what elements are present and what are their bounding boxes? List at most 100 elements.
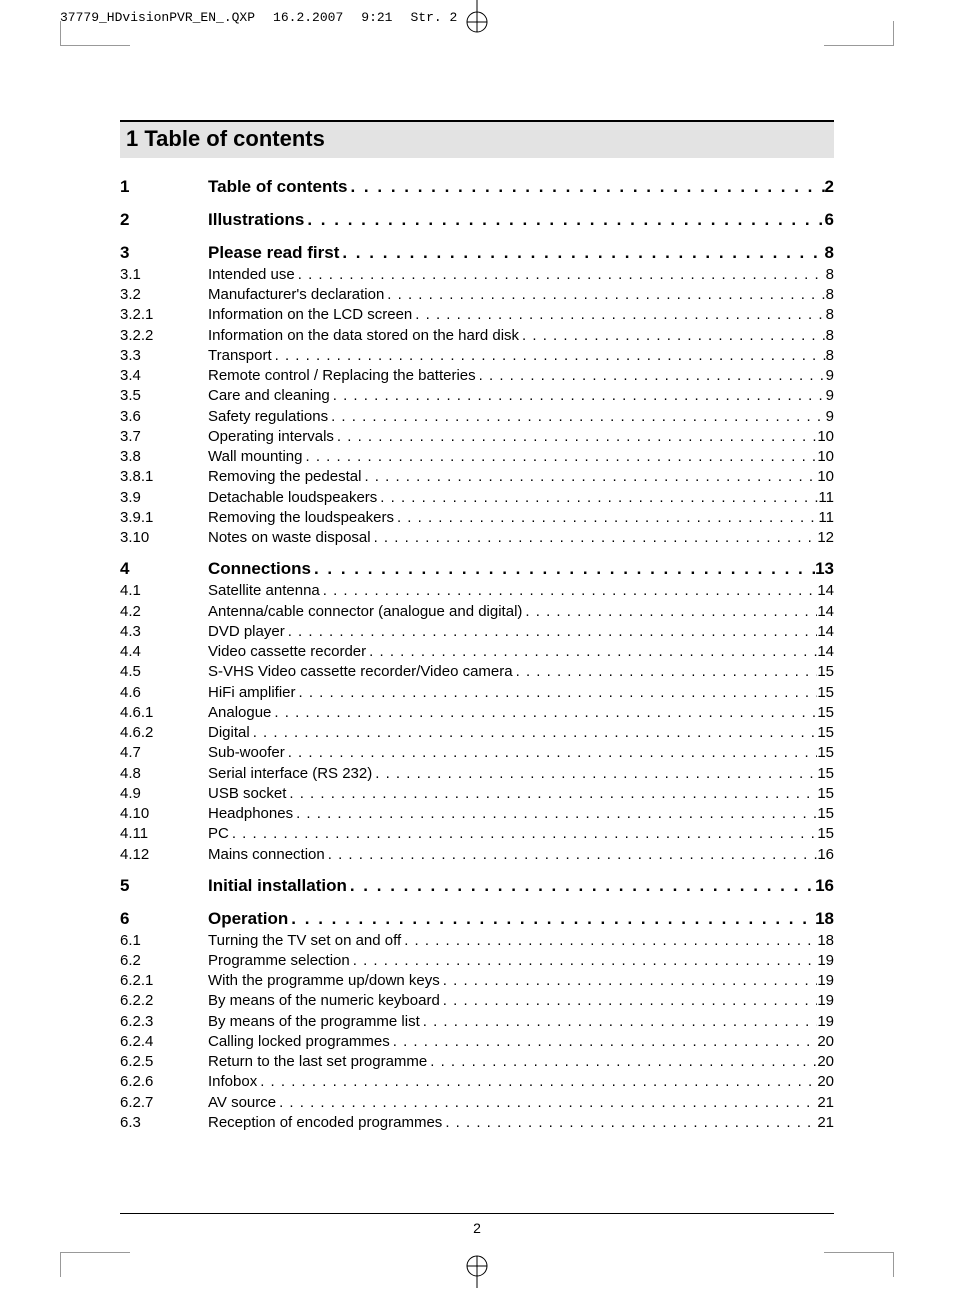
toc-label: Return to the last set programme: [208, 1052, 427, 1072]
toc-page: 20: [817, 1052, 834, 1072]
toc-leader: . . . . . . . . . . . . . . . . . . . . …: [257, 1072, 817, 1092]
toc-number: 4.11: [120, 824, 208, 844]
toc-entry: 3.2Manufacturer's declaration . . . . . …: [120, 285, 834, 305]
toc-number: 3.7: [120, 427, 208, 447]
toc-leader: . . . . . . . . . . . . . . . . . . . . …: [229, 824, 817, 844]
toc-page: 21: [817, 1093, 834, 1113]
toc-number: 1: [120, 176, 208, 199]
toc-number: 4.2: [120, 602, 208, 622]
toc-entry: 3.5Care and cleaning . . . . . . . . . .…: [120, 386, 834, 406]
toc-page: 6: [825, 209, 834, 232]
toc-leader: . . . . . . . . . . . . . . . . . . . . …: [519, 326, 826, 346]
toc-page: 2: [825, 176, 834, 199]
crop-corner-tl-icon: [60, 45, 130, 116]
toc-entry: 4.12Mains connection . . . . . . . . . .…: [120, 845, 834, 865]
toc-entry: 6.2.3By means of the programme list . . …: [120, 1012, 834, 1032]
toc-leader: . . . . . . . . . . . . . . . . . . . . …: [272, 346, 826, 366]
toc-entry: 3.9.1Removing the loudspeakers . . . . .…: [120, 508, 834, 528]
meta-filename: 37779_HDvisionPVR_EN_.QXP: [60, 10, 255, 25]
toc-leader: . . . . . . . . . . . . . . . . . . . . …: [442, 1113, 817, 1133]
toc-page: 19: [817, 991, 834, 1011]
toc-page: 8: [826, 265, 834, 285]
toc-leader: . . . . . . . . . . . . . . . . . . . . …: [347, 875, 815, 898]
toc-label: Headphones: [208, 804, 293, 824]
toc-leader: . . . . . . . . . . . . . . . . . . . . …: [285, 743, 818, 763]
toc-entry: 6.2.7AV source . . . . . . . . . . . . .…: [120, 1093, 834, 1113]
toc-page: 18: [817, 931, 834, 951]
toc-leader: . . . . . . . . . . . . . . . . . . . . …: [325, 845, 818, 865]
toc-entry: 6.1Turning the TV set on and off . . . .…: [120, 931, 834, 951]
toc-number: 3.1: [120, 265, 208, 285]
toc-number: 6.1: [120, 931, 208, 951]
toc-number: 3.2.1: [120, 305, 208, 325]
toc-label: HiFi amplifier: [208, 683, 296, 703]
toc-leader: . . . . . . . . . . . . . . . . . . . . …: [347, 176, 824, 199]
toc-section-head: 1Table of contents . . . . . . . . . . .…: [120, 176, 834, 199]
toc-number: 5: [120, 875, 208, 898]
toc-entry: 4.6.2Digital . . . . . . . . . . . . . .…: [120, 723, 834, 743]
toc-gap: [120, 232, 834, 242]
toc-label: AV source: [208, 1093, 276, 1113]
toc-page: 8: [826, 305, 834, 325]
toc-leader: . . . . . . . . . . . . . . . . . . . . …: [372, 764, 817, 784]
toc-leader: . . . . . . . . . . . . . . . . . . . . …: [302, 447, 817, 467]
toc-section-head: 6Operation . . . . . . . . . . . . . . .…: [120, 908, 834, 931]
toc-page: 14: [817, 602, 834, 622]
toc-leader: . . . . . . . . . . . . . . . . . . . . …: [285, 622, 818, 642]
toc-entry: 4.9USB socket . . . . . . . . . . . . . …: [120, 784, 834, 804]
toc-page: 15: [817, 662, 834, 682]
toc-entry: 6.2Programme selection . . . . . . . . .…: [120, 951, 834, 971]
toc-leader: . . . . . . . . . . . . . . . . . . . . …: [377, 488, 818, 508]
toc-number: 4.9: [120, 784, 208, 804]
toc-page: 15: [817, 683, 834, 703]
toc-number: 4.8: [120, 764, 208, 784]
toc-number: 6.2.3: [120, 1012, 208, 1032]
toc-leader: . . . . . . . . . . . . . . . . . . . . …: [440, 971, 818, 991]
toc-entry: 3.1Intended use . . . . . . . . . . . . …: [120, 265, 834, 285]
toc-leader: . . . . . . . . . . . . . . . . . . . . …: [412, 305, 825, 325]
toc-leader: . . . . . . . . . . . . . . . . . . . . …: [350, 951, 818, 971]
toc-number: 3.2: [120, 285, 208, 305]
file-metadata: 37779_HDvisionPVR_EN_.QXP 16.2.2007 9:21…: [60, 10, 457, 25]
toc-gap: [120, 898, 834, 908]
toc-label: Intended use: [208, 265, 295, 285]
toc-leader: . . . . . . . . . . . . . . . . . . . . …: [394, 508, 818, 528]
toc-label: Analogue: [208, 703, 271, 723]
toc-leader: . . . . . . . . . . . . . . . . . . . . …: [293, 804, 817, 824]
toc-page: 15: [817, 723, 834, 743]
toc-page: 9: [826, 407, 834, 427]
toc-label: Digital: [208, 723, 250, 743]
toc-label: Serial interface (RS 232): [208, 764, 372, 784]
toc-label: PC: [208, 824, 229, 844]
toc-leader: . . . . . . . . . . . . . . . . . . . . …: [366, 642, 817, 662]
toc-page: 11: [818, 508, 834, 528]
toc-page: 21: [817, 1113, 834, 1133]
toc-entry: 4.6.1Analogue . . . . . . . . . . . . . …: [120, 703, 834, 723]
toc-page: 19: [817, 1012, 834, 1032]
toc-entry: 3.3Transport . . . . . . . . . . . . . .…: [120, 346, 834, 366]
toc-entry: 3.8.1Removing the pedestal . . . . . . .…: [120, 467, 834, 487]
toc-page: 10: [817, 447, 834, 467]
toc-section-head: 5Initial installation . . . . . . . . . …: [120, 875, 834, 898]
toc-label: Operating intervals: [208, 427, 334, 447]
toc-page: 8: [825, 242, 834, 265]
toc-label: Removing the pedestal: [208, 467, 361, 487]
toc-label: Information on the LCD screen: [208, 305, 412, 325]
toc-label: Video cassette recorder: [208, 642, 366, 662]
toc-label: Detachable loudspeakers: [208, 488, 377, 508]
toc-entry: 6.2.2By means of the numeric keyboard . …: [120, 991, 834, 1011]
toc-entry: 3.9Detachable loudspeakers . . . . . . .…: [120, 488, 834, 508]
toc-number: 2: [120, 209, 208, 232]
toc-number: 4.6.2: [120, 723, 208, 743]
toc-page: 15: [817, 784, 834, 804]
toc-leader: . . . . . . . . . . . . . . . . . . . . …: [384, 285, 825, 305]
toc-leader: . . . . . . . . . . . . . . . . . . . . …: [522, 602, 817, 622]
toc-leader: . . . . . . . . . . . . . . . . . . . . …: [304, 209, 824, 232]
toc-number: 4.6.1: [120, 703, 208, 723]
toc-label: Transport: [208, 346, 272, 366]
toc-label: Care and cleaning: [208, 386, 330, 406]
toc-label: Wall mounting: [208, 447, 302, 467]
toc-number: 3.9: [120, 488, 208, 508]
toc-number: 4.1: [120, 581, 208, 601]
toc-number: 6.2.5: [120, 1052, 208, 1072]
